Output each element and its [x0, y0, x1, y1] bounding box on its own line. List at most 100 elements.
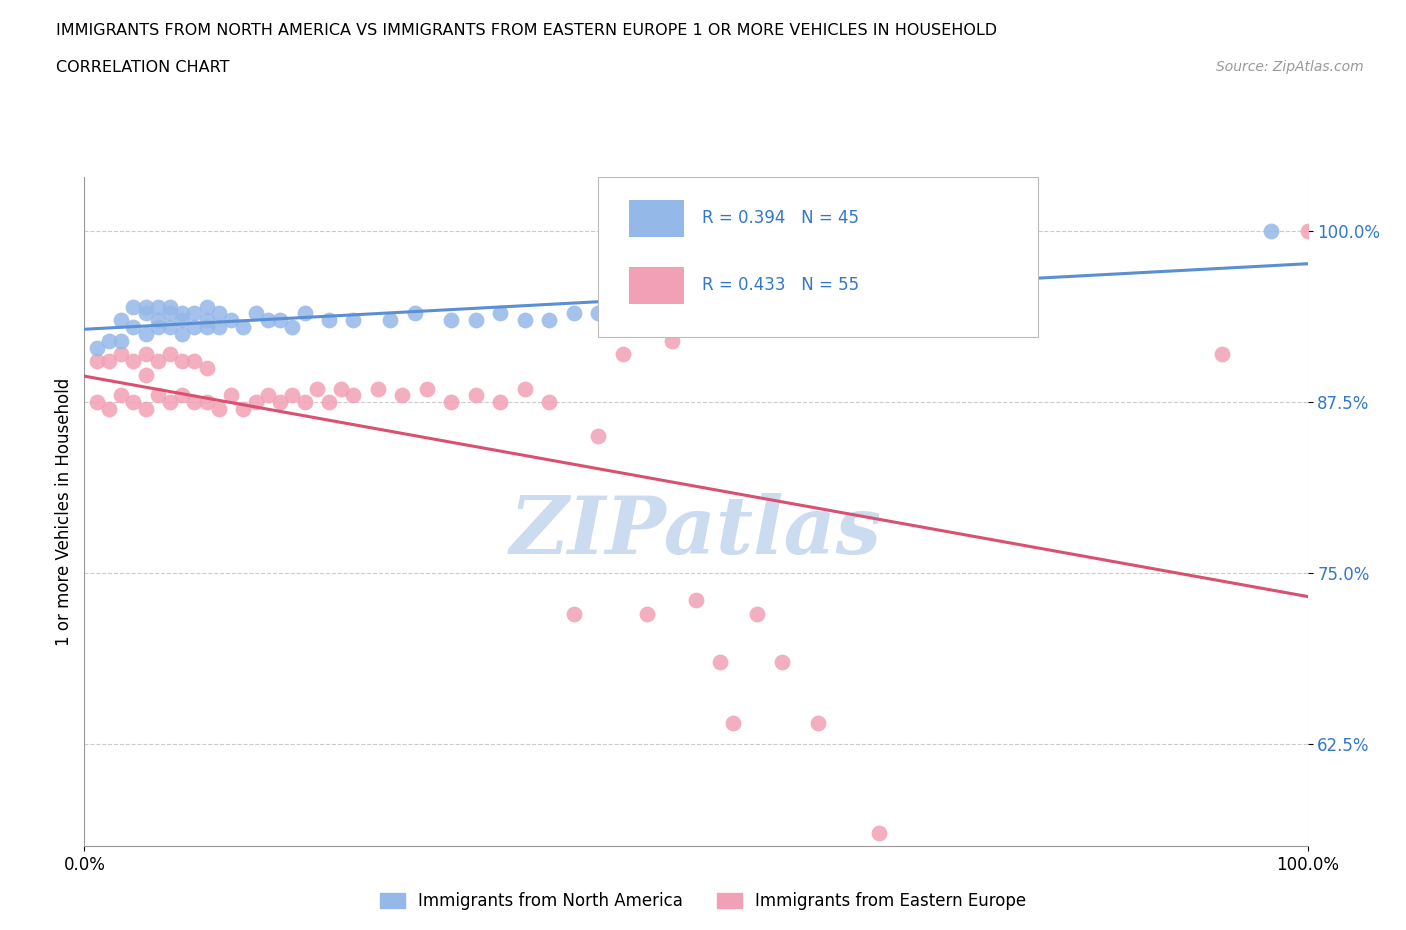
Point — [807, 716, 830, 731]
Point — [562, 606, 585, 621]
Point — [135, 347, 157, 362]
Point — [380, 312, 402, 327]
Point — [513, 381, 536, 396]
Point — [135, 306, 157, 321]
Point — [305, 381, 328, 396]
Point — [367, 381, 389, 396]
Point — [709, 655, 731, 670]
Text: IMMIGRANTS FROM NORTH AMERICA VS IMMIGRANTS FROM EASTERN EUROPE 1 OR MORE VEHICL: IMMIGRANTS FROM NORTH AMERICA VS IMMIGRA… — [56, 23, 997, 38]
Point — [135, 299, 157, 314]
Point — [110, 333, 132, 348]
Point — [122, 320, 145, 335]
Point — [269, 394, 291, 409]
Point — [172, 312, 194, 327]
Point — [342, 312, 364, 327]
Point — [636, 606, 658, 621]
Point — [183, 306, 205, 321]
Point — [440, 312, 463, 327]
Point — [416, 381, 439, 396]
Point — [770, 655, 793, 670]
Point — [195, 312, 218, 327]
Y-axis label: 1 or more Vehicles in Household: 1 or more Vehicles in Household — [55, 378, 73, 645]
Point — [1260, 224, 1282, 239]
Point — [342, 388, 364, 403]
Point — [513, 312, 536, 327]
Text: CORRELATION CHART: CORRELATION CHART — [56, 60, 229, 75]
Point — [747, 606, 769, 621]
FancyBboxPatch shape — [628, 267, 683, 304]
Point — [146, 353, 169, 368]
Point — [489, 394, 512, 409]
Point — [183, 353, 205, 368]
Point — [464, 312, 486, 327]
Point — [172, 388, 194, 403]
Point — [110, 312, 132, 327]
Point — [195, 299, 218, 314]
Point — [122, 353, 145, 368]
Point — [110, 388, 132, 403]
Text: R = 0.394   N = 45: R = 0.394 N = 45 — [702, 209, 859, 227]
Point — [195, 320, 218, 335]
Point — [257, 312, 280, 327]
Point — [562, 306, 585, 321]
Point — [318, 394, 340, 409]
Point — [172, 353, 194, 368]
Point — [146, 312, 169, 327]
Point — [440, 394, 463, 409]
Point — [97, 353, 120, 368]
Point — [208, 306, 231, 321]
Point — [146, 320, 169, 335]
FancyBboxPatch shape — [598, 177, 1039, 338]
Point — [183, 320, 205, 335]
Point — [661, 333, 683, 348]
Point — [538, 312, 561, 327]
Point — [330, 381, 353, 396]
Point — [135, 367, 157, 382]
Point — [624, 306, 647, 321]
Point — [586, 429, 609, 444]
Point — [159, 299, 181, 314]
Point — [721, 716, 744, 731]
Point — [146, 388, 169, 403]
Point — [86, 340, 108, 355]
Point — [464, 388, 486, 403]
Point — [159, 347, 181, 362]
Point — [869, 825, 891, 840]
Point — [1296, 224, 1319, 239]
Text: Source: ZipAtlas.com: Source: ZipAtlas.com — [1216, 60, 1364, 74]
Point — [404, 306, 426, 321]
Text: R = 0.433   N = 55: R = 0.433 N = 55 — [702, 276, 859, 294]
Text: ZIPatlas: ZIPatlas — [510, 493, 882, 570]
Point — [159, 306, 181, 321]
Point — [391, 388, 413, 403]
Point — [219, 312, 242, 327]
Point — [489, 306, 512, 321]
Point — [159, 320, 181, 335]
Point — [135, 326, 157, 341]
Point — [281, 388, 304, 403]
Point — [1211, 347, 1233, 362]
Point — [294, 306, 316, 321]
Point — [219, 388, 242, 403]
Point — [159, 394, 181, 409]
Point — [245, 306, 267, 321]
Point — [232, 402, 254, 417]
Point — [685, 593, 707, 608]
Point — [183, 394, 205, 409]
Point — [232, 320, 254, 335]
Legend: Immigrants from North America, Immigrants from Eastern Europe: Immigrants from North America, Immigrant… — [374, 885, 1032, 917]
Point — [172, 306, 194, 321]
Point — [110, 347, 132, 362]
Point — [208, 320, 231, 335]
Point — [269, 312, 291, 327]
Point — [612, 347, 634, 362]
Point — [195, 394, 218, 409]
FancyBboxPatch shape — [628, 200, 683, 237]
Point — [122, 299, 145, 314]
Point — [294, 394, 316, 409]
Point — [257, 388, 280, 403]
Point — [97, 402, 120, 417]
Point — [538, 394, 561, 409]
Point — [135, 402, 157, 417]
Point — [586, 306, 609, 321]
